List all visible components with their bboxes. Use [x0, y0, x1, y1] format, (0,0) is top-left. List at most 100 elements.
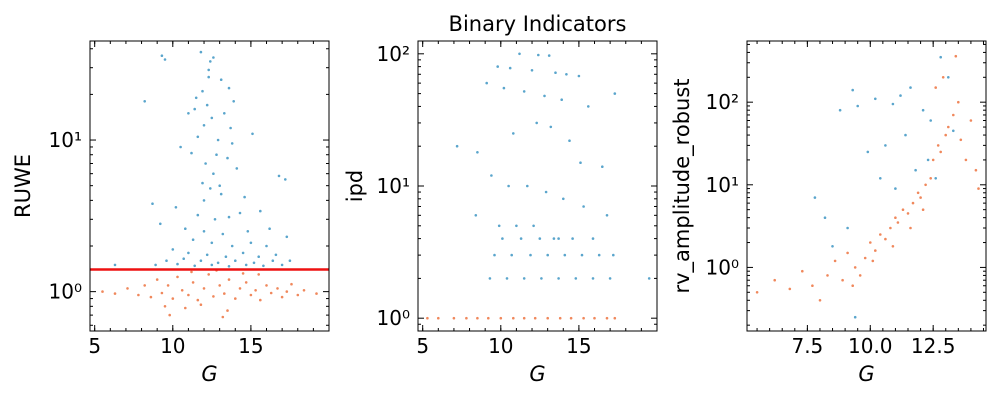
point	[187, 293, 190, 297]
point	[579, 161, 582, 164]
point	[280, 295, 284, 299]
point	[191, 238, 195, 241]
point	[285, 290, 289, 293]
point	[202, 124, 206, 127]
series-ipd-1	[426, 316, 617, 320]
point	[916, 191, 920, 195]
point	[647, 277, 651, 280]
panel-ruwe: RUWE G 5 10 15 10⁰ 10¹	[11, 40, 330, 386]
point	[113, 292, 117, 295]
point	[212, 295, 215, 298]
point	[437, 316, 440, 320]
point	[218, 284, 221, 287]
panel-ipd: Binary Indicators ipd G 5 10 15 10⁰ 10¹ 10²	[343, 12, 658, 386]
point	[184, 306, 187, 310]
point	[939, 150, 942, 154]
point	[894, 187, 897, 190]
point	[219, 192, 223, 196]
point	[219, 78, 223, 81]
point	[230, 142, 234, 145]
point	[853, 266, 857, 269]
point	[537, 53, 540, 57]
point	[496, 65, 500, 68]
point	[532, 224, 535, 228]
point	[811, 284, 814, 288]
point	[901, 208, 905, 211]
point	[168, 313, 171, 317]
point	[858, 274, 862, 277]
point	[557, 237, 560, 240]
point	[512, 132, 515, 135]
point	[846, 251, 849, 255]
point	[924, 183, 927, 187]
point	[838, 108, 842, 112]
y-tick-label: 10¹	[377, 174, 410, 198]
point	[909, 226, 912, 230]
point	[755, 291, 759, 294]
x-tick-label: 10.0	[848, 334, 893, 358]
point	[280, 263, 284, 267]
point	[871, 259, 875, 263]
point	[218, 184, 221, 187]
point	[851, 284, 854, 288]
point	[193, 107, 196, 111]
point	[182, 257, 185, 261]
point	[914, 168, 917, 172]
point	[227, 265, 231, 268]
point	[853, 315, 857, 319]
point	[493, 253, 496, 257]
point	[252, 261, 256, 265]
point	[184, 227, 187, 230]
point	[243, 195, 246, 199]
point	[209, 187, 212, 190]
point	[244, 263, 248, 267]
point	[143, 284, 146, 287]
point	[947, 76, 950, 79]
point	[221, 315, 225, 319]
point	[194, 96, 198, 100]
point	[302, 289, 306, 292]
point	[944, 133, 947, 137]
x-tick-label: 15	[238, 334, 263, 358]
point	[565, 73, 568, 76]
point	[597, 253, 601, 257]
point	[904, 133, 907, 137]
point	[159, 222, 162, 226]
point	[215, 153, 218, 156]
point	[546, 253, 549, 257]
point	[608, 277, 612, 280]
point	[833, 259, 837, 263]
point	[212, 172, 215, 175]
x-tick-label: 10	[160, 334, 185, 358]
point	[891, 245, 895, 248]
point	[574, 277, 578, 280]
x-tick-label: 5	[88, 334, 101, 358]
point	[866, 150, 870, 154]
axes-frame-ipd	[417, 40, 658, 332]
point	[501, 237, 504, 240]
point	[547, 54, 551, 57]
point	[921, 208, 925, 211]
point	[223, 292, 226, 295]
point	[296, 293, 300, 297]
point	[227, 215, 231, 219]
point	[284, 178, 287, 181]
point	[947, 125, 950, 129]
point	[196, 135, 200, 139]
point	[512, 316, 515, 320]
point	[230, 244, 234, 248]
point	[465, 316, 468, 320]
point	[906, 212, 910, 215]
point	[202, 230, 206, 233]
point	[207, 68, 210, 72]
point	[207, 273, 210, 276]
point	[540, 277, 543, 280]
point	[204, 162, 207, 165]
point	[896, 221, 900, 224]
point	[274, 253, 278, 257]
point	[160, 291, 164, 295]
point	[894, 216, 897, 219]
point	[587, 105, 590, 108]
point	[485, 81, 489, 85]
